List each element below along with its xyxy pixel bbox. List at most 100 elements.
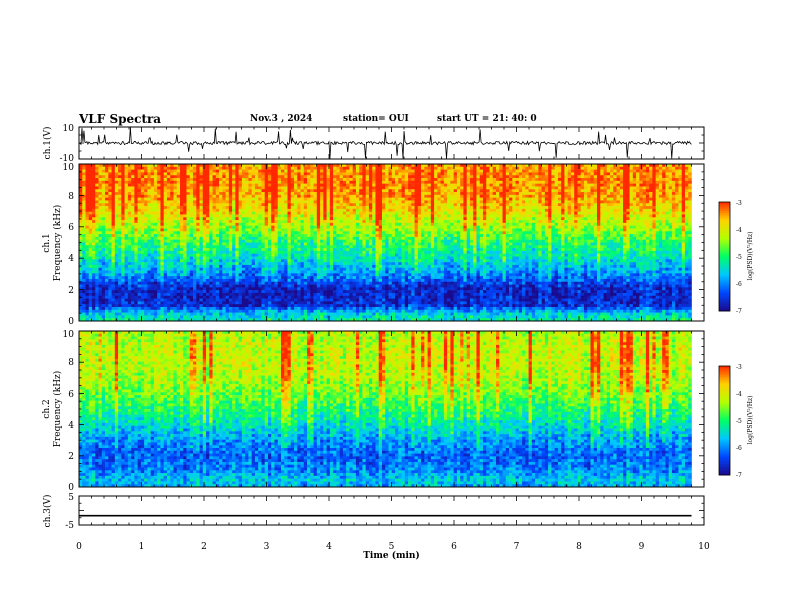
- ch2-freq-tick-2: 2: [68, 452, 74, 462]
- colorbar-segment: [719, 278, 730, 281]
- colorbar-segment: [719, 384, 730, 387]
- colorbar-segment: [719, 281, 730, 285]
- ch3-ytick-bottom: -5: [65, 521, 74, 531]
- ch1-colorbar-frame: [718, 201, 731, 312]
- colorbar-segment: [719, 229, 730, 232]
- time-tick-5: 5: [389, 542, 395, 552]
- ch3-waveform-frame: [78, 495, 705, 526]
- ch2-colorbar: -3 -4 -5 -6 -7 log(PSD)(V²/Hz): [718, 364, 754, 479]
- colorbar-segment: [719, 271, 730, 274]
- colorbar-segment: [719, 382, 730, 385]
- colorbar-segment: [719, 221, 730, 225]
- colorbar-segment: [719, 283, 730, 286]
- colorbar-segment: [719, 298, 730, 301]
- colorbar-segment: [719, 240, 730, 243]
- colorbar-segment: [719, 367, 730, 371]
- colorbar-segment: [719, 296, 730, 299]
- ch2-cbar-tick-m6: -6: [736, 445, 742, 452]
- colorbar-segment: [719, 413, 730, 416]
- colorbar-segment: [719, 435, 730, 438]
- colorbar-segment: [719, 300, 730, 303]
- colorbar-segment: [719, 433, 730, 436]
- colorbar-segment: [719, 385, 730, 389]
- time-tick-7: 7: [514, 542, 520, 552]
- colorbar-segment: [719, 416, 730, 420]
- colorbar-segment: [719, 267, 730, 270]
- colorbar-segment: [719, 438, 730, 441]
- time-axis-label: Time (min): [363, 550, 420, 561]
- ch1-spectrogram-panel: 0 2 4 6 8 10 ch.1 Frequency (kHz): [42, 163, 705, 327]
- colorbar-segment: [719, 460, 730, 463]
- colorbar-segment: [719, 261, 730, 265]
- colorbar-segment: [719, 425, 730, 429]
- colorbar-segment: [719, 415, 730, 418]
- ch2-cbar-tick-m3: -3: [736, 364, 742, 371]
- colorbar-segment: [719, 309, 730, 312]
- colorbar-segment: [719, 395, 730, 398]
- colorbar-segment: [719, 376, 730, 380]
- colorbar-segment: [719, 203, 730, 207]
- colorbar-segment: [719, 247, 730, 250]
- colorbar-segment: [719, 467, 730, 470]
- colorbar-segment: [719, 254, 730, 257]
- colorbar-segment: [719, 451, 730, 454]
- colorbar-segment: [719, 473, 730, 476]
- ch1-freq-tick-4: 4: [68, 254, 74, 264]
- colorbar-segment: [719, 292, 730, 296]
- colorbar-segment: [719, 225, 730, 228]
- colorbar-segment: [719, 418, 730, 421]
- colorbar-segment: [719, 462, 730, 465]
- ch1-colorbar-label: log(PSD)(V²/Hz): [747, 232, 754, 281]
- colorbar-segment: [719, 280, 730, 283]
- ch2-freq-tick-0: 0: [68, 483, 74, 493]
- colorbar-segment: [719, 371, 730, 374]
- colorbar-segment: [719, 218, 730, 221]
- colorbar-segment: [719, 212, 730, 216]
- colorbar-segment: [719, 276, 730, 279]
- colorbar-segment: [719, 260, 730, 263]
- ch2-spectrogram-panel: 0 2 4 6 8 10 ch.2 Frequency (kHz): [42, 330, 705, 493]
- colorbar-segment: [719, 303, 730, 306]
- colorbar-segment: [719, 389, 730, 392]
- ch2-colorbar-label: log(PSD)(V²/Hz): [747, 396, 754, 445]
- ch1-waveform-line: [78, 127, 692, 159]
- ch2-frequency-axis-label: Frequency (kHz): [52, 371, 63, 448]
- colorbar-segment: [719, 252, 730, 256]
- ch1-colorbar: -3 -4 -5 -6 -7 log(PSD)(V²/Hz): [718, 200, 754, 315]
- ch1-ytick-bottom: -10: [60, 154, 75, 164]
- colorbar-segment: [719, 422, 730, 425]
- colorbar-segment: [719, 305, 730, 308]
- ch1-frequency-axis-label: Frequency (kHz): [52, 205, 63, 282]
- colorbar-segment: [719, 223, 730, 227]
- colorbar-segment: [719, 373, 730, 376]
- colorbar-segment: [719, 211, 730, 214]
- colorbar-segment: [719, 427, 730, 430]
- time-tick-8: 8: [576, 542, 582, 552]
- ch2-freq-tick-8: 8: [68, 358, 74, 368]
- ch2-cbar-tick-m7: -7: [736, 472, 742, 479]
- ch2-colorbar-frame: [718, 365, 731, 476]
- ch3-waveform-panel: 5 -5 ch.3(V): [42, 493, 705, 531]
- ch1-waveform-panel: 10 -10 ch.1(V): [42, 124, 705, 164]
- ch2-colorbar-gradient: [719, 366, 730, 476]
- colorbar-segment: [719, 409, 730, 412]
- ch1-freq-tick-2: 2: [68, 286, 74, 296]
- time-tick-3: 3: [264, 542, 270, 552]
- ch2-spectrogram-frame: [78, 330, 705, 488]
- colorbar-segment: [719, 265, 730, 268]
- ch1-cbar-tick-m3: -3: [736, 200, 742, 207]
- colorbar-segment: [719, 207, 730, 210]
- colorbar-segment: [719, 378, 730, 381]
- plot-title: VLF Spectra: [79, 112, 161, 126]
- colorbar-segment: [719, 455, 730, 458]
- colorbar-segment: [719, 393, 730, 396]
- ch1-waveform-trace: [78, 127, 692, 159]
- time-tick-4: 4: [326, 542, 332, 552]
- colorbar-segment: [719, 471, 730, 474]
- colorbar-segment: [719, 269, 730, 272]
- colorbar-segment: [719, 231, 730, 234]
- colorbar-segment: [719, 431, 730, 434]
- ch2-freq-tick-4: 4: [68, 421, 74, 431]
- colorbar-segment: [719, 398, 730, 401]
